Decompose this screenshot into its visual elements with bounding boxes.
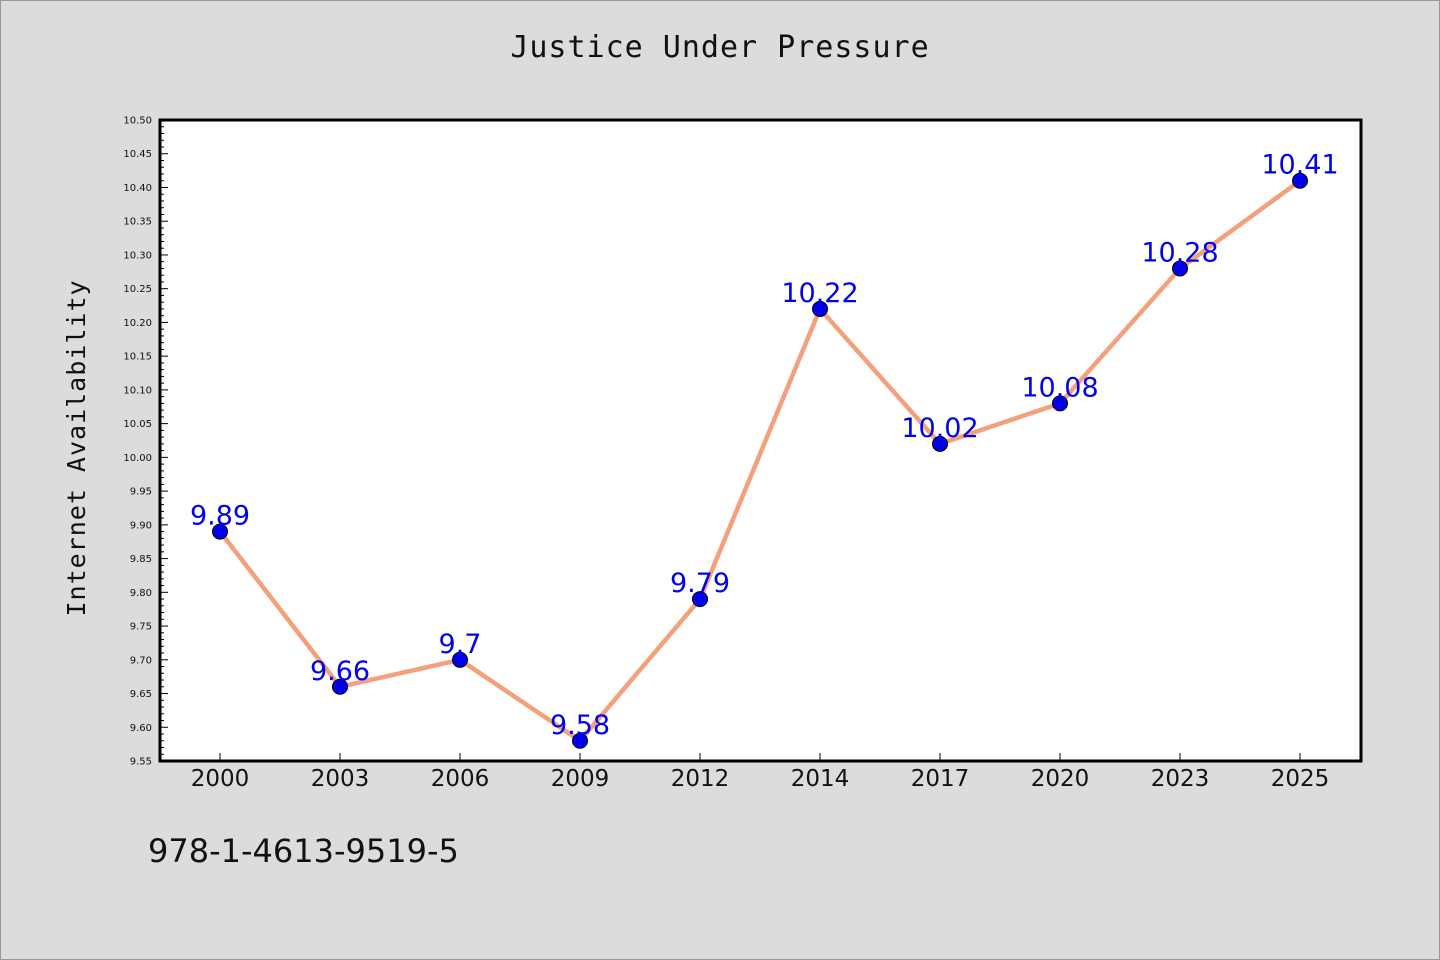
- x-tick-label: 2006: [431, 766, 490, 792]
- data-point: [1172, 260, 1188, 277]
- y-tick-label: 10.00: [123, 453, 152, 464]
- y-tick-label: 10.30: [123, 250, 152, 261]
- x-tick-label: 2003: [311, 766, 370, 792]
- data-point: [812, 300, 828, 317]
- y-tick-label: 9.70: [130, 655, 152, 666]
- y-tick-label: 10.35: [123, 217, 152, 228]
- y-tick-label: 9.75: [130, 622, 152, 633]
- x-tick-label: 2014: [791, 766, 850, 792]
- x-tick-label: 2012: [671, 766, 730, 792]
- y-tick-label: 10.40: [123, 183, 152, 194]
- y-tick-label: 10.15: [123, 352, 152, 363]
- x-tick-label: 2000: [191, 766, 250, 792]
- y-tick-label: 9.95: [130, 487, 152, 498]
- y-tick-label: 9.60: [130, 723, 152, 734]
- data-label: 9.66: [310, 656, 370, 687]
- chart-title: Justice Under Pressure: [510, 30, 930, 65]
- data-point: [692, 591, 708, 608]
- y-tick-label: 9.85: [130, 554, 152, 565]
- plot-area: [158, 118, 1363, 763]
- series-group: 9.89 9.66 9.7 9.58 9.79 10.22 10.02 10.08 10.28 1…: [190, 150, 1339, 749]
- y-tick-label: 9.65: [130, 689, 152, 700]
- x-tick-label: 2025: [1271, 766, 1330, 792]
- y-tick-label: 9.55: [130, 757, 152, 768]
- data-label: 10.41: [1261, 150, 1338, 181]
- series-line: [218, 178, 1302, 744]
- data-label: 10.02: [901, 413, 978, 444]
- data-point: [572, 732, 588, 749]
- y-tick-label: 10.10: [123, 385, 152, 396]
- y-axis-label: Internet Availability: [62, 279, 91, 616]
- y-tick-label: 10.05: [123, 419, 152, 430]
- footer-code: 978-1-4613-9519-5: [148, 832, 459, 870]
- x-tick-label: 2023: [1151, 766, 1210, 792]
- data-label: 9.7: [439, 629, 482, 660]
- y-tick-label: 10.20: [123, 318, 152, 329]
- y-axis-ticks: 9.55 9.60 9.65 9.70 9.75 9.80 9.85 9.90 9.95 10.0…: [123, 116, 168, 768]
- x-axis-ticks: 2000 2003 2006 2009 2012 2014 2017 2020 2023 2025: [191, 753, 1330, 792]
- data-label: 9.79: [670, 568, 730, 599]
- y-tick-label: 10.45: [123, 149, 152, 160]
- data-point: [452, 651, 468, 668]
- data-label: 10.08: [1021, 372, 1098, 403]
- y-tick-label: 10.50: [123, 116, 152, 127]
- x-tick-label: 2017: [911, 766, 970, 792]
- x-tick-label: 2009: [551, 766, 610, 792]
- y-tick-label: 9.80: [130, 588, 152, 599]
- data-label: 10.22: [781, 278, 858, 309]
- data-point: [932, 435, 948, 452]
- data-point: [212, 523, 228, 540]
- data-label: 10.28: [1141, 237, 1218, 268]
- data-label: 9.89: [190, 501, 250, 532]
- data-label: 9.58: [550, 710, 610, 741]
- x-tick-label: 2020: [1031, 766, 1090, 792]
- data-point: [332, 678, 348, 695]
- data-point: [1052, 395, 1068, 412]
- y-tick-label: 9.90: [130, 520, 152, 531]
- y-tick-label: 10.25: [123, 284, 152, 295]
- data-point: [1292, 172, 1308, 189]
